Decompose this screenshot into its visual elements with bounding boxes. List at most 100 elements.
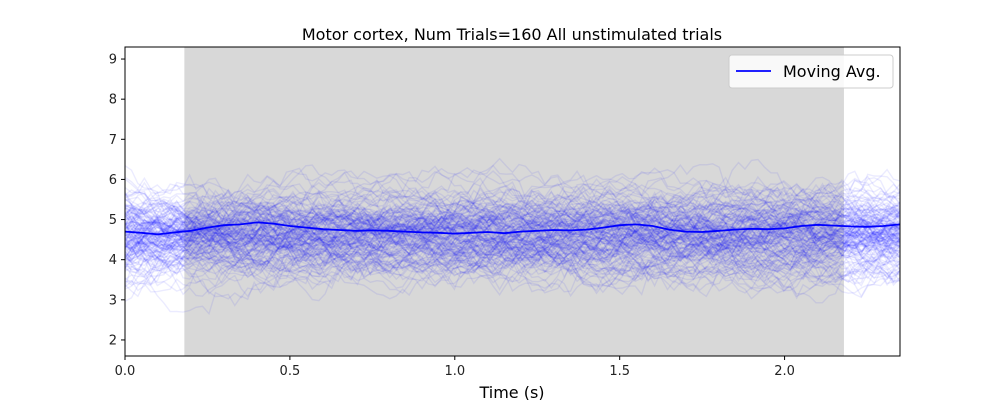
trial-trace	[125, 198, 900, 274]
trial-trace	[125, 164, 900, 235]
trial-trace	[125, 219, 900, 282]
trial-trace	[125, 223, 900, 283]
trial-trace	[125, 192, 900, 273]
legend: Moving Avg.	[728, 54, 894, 89]
trial-trace	[125, 196, 900, 247]
trial-trace	[125, 248, 900, 300]
trial-trace	[125, 209, 900, 272]
trial-trace	[125, 202, 900, 272]
trial-trace	[125, 201, 900, 248]
trial-trace	[125, 213, 900, 295]
trial-trace	[125, 230, 900, 281]
y-tick-label: 7	[109, 133, 117, 148]
trial-trace	[125, 215, 900, 283]
trial-trace	[125, 209, 900, 298]
trial-trace	[125, 182, 900, 257]
trial-trace	[125, 181, 900, 253]
trial-trace	[125, 232, 900, 278]
y-tick-label: 2	[109, 333, 117, 348]
trial-trace	[125, 199, 900, 270]
trial-trace	[125, 219, 900, 288]
trial-trace	[125, 177, 900, 244]
y-tick-label: 5	[109, 213, 117, 228]
trial-trace	[125, 202, 900, 260]
trial-trace	[125, 215, 900, 279]
trial-trace	[125, 209, 900, 293]
trial-trace	[125, 203, 900, 290]
trial-trace	[125, 178, 900, 244]
trial-trace	[125, 193, 900, 242]
trial-trace	[125, 177, 900, 250]
trial-trace	[125, 182, 900, 242]
trial-trace	[125, 219, 900, 285]
trial-trace	[125, 197, 900, 258]
trial-trace	[125, 188, 900, 269]
trial-trace	[125, 216, 900, 259]
trial-trace	[125, 186, 900, 290]
trial-trace	[125, 224, 900, 291]
trial-trace	[125, 194, 900, 277]
trial-traces	[125, 157, 900, 316]
x-tick-label: 0.5	[280, 364, 301, 379]
trial-trace	[125, 174, 900, 268]
trial-trace	[125, 167, 900, 243]
trial-trace	[125, 204, 900, 265]
trial-trace	[125, 191, 900, 271]
trial-trace	[125, 211, 900, 271]
trial-trace	[125, 200, 900, 248]
x-tick-label: 2.0	[774, 364, 795, 379]
trial-trace	[125, 176, 900, 250]
trial-trace	[125, 203, 900, 290]
trial-trace	[125, 186, 900, 264]
trial-trace	[125, 206, 900, 270]
trial-trace	[125, 190, 900, 258]
trial-trace	[125, 206, 900, 275]
series-line-moving-avg	[125, 221, 900, 236]
trial-trace	[125, 194, 900, 298]
trial-trace	[125, 207, 900, 299]
trial-trace	[125, 202, 900, 287]
trial-trace	[125, 186, 900, 244]
trial-trace	[125, 157, 900, 239]
legend-label-moving-avg: Moving Avg.	[783, 62, 881, 81]
trial-trace	[125, 190, 900, 272]
trial-trace	[125, 188, 900, 270]
trial-trace	[125, 226, 900, 275]
trial-trace	[125, 214, 900, 296]
trial-trace	[125, 189, 900, 246]
trial-trace	[125, 212, 900, 273]
trial-trace	[125, 216, 900, 291]
x-tick-label: 0.0	[115, 364, 136, 379]
trial-trace	[125, 173, 900, 257]
trial-trace	[125, 224, 900, 295]
trial-trace	[125, 210, 900, 295]
plot-area: 0.0 0.5 1.0 1.5 2.0 2 3 4 5 6 7 8 9 Moving Avg.	[109, 46, 901, 379]
trial-trace	[125, 207, 900, 269]
trial-trace	[125, 176, 900, 245]
trial-trace	[125, 221, 900, 272]
trial-trace	[125, 222, 900, 286]
trial-trace	[125, 205, 900, 264]
trial-trace	[125, 212, 900, 271]
trial-trace	[125, 201, 900, 284]
trial-trace	[125, 205, 900, 288]
trial-trace	[125, 214, 900, 260]
axes-frame	[124, 46, 901, 357]
trial-trace	[125, 235, 900, 281]
y-tick-label: 9	[109, 53, 117, 68]
trial-trace	[125, 170, 900, 248]
trial-trace	[125, 198, 900, 264]
trial-trace	[125, 194, 900, 268]
trial-trace	[125, 208, 900, 274]
trial-trace	[125, 214, 900, 285]
chart-title: Motor cortex, Num Trials=160 All unstimu…	[302, 25, 722, 44]
trial-trace	[125, 207, 900, 258]
trial-trace	[125, 204, 900, 269]
trial-trace	[125, 214, 900, 271]
trial-trace	[125, 224, 900, 279]
trial-trace	[125, 199, 900, 273]
trial-trace	[125, 210, 900, 260]
trial-trace	[125, 188, 900, 265]
trial-trace	[125, 190, 900, 260]
